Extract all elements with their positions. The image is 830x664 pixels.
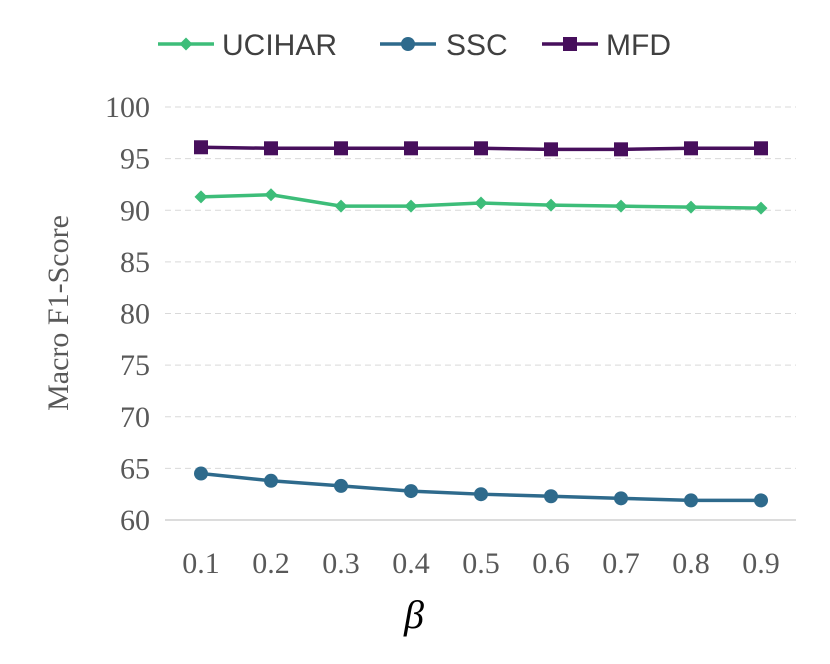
data-point-ssc — [404, 484, 418, 499]
legend-label-ssc: SSC — [446, 29, 508, 62]
data-point-ssc — [754, 493, 768, 508]
x-tick-label: 0.8 — [672, 547, 710, 580]
x-tick-label: 0.9 — [742, 547, 780, 580]
data-point-mfd — [684, 141, 698, 156]
data-point-mfd — [194, 140, 208, 155]
legend-marker-ucihar — [179, 37, 193, 51]
data-point-ucihar — [264, 188, 278, 202]
y-tick-label: 85 — [120, 246, 150, 279]
y-tick-label: 95 — [120, 143, 150, 176]
data-point-ssc — [474, 487, 488, 502]
legend-item-ucihar: UCIHAR — [158, 29, 337, 62]
data-point-ucihar — [474, 196, 488, 210]
data-point-ssc — [684, 493, 698, 508]
y-tick-label: 80 — [120, 298, 150, 331]
x-axis-ticks: 0.1 0.2 0.3 0.4 0.5 0.6 0.7 0.8 0.9 — [182, 547, 780, 580]
data-point-mfd — [404, 141, 418, 156]
y-axis-ticks: 60 65 70 75 80 85 90 95 100 — [105, 91, 150, 537]
y-tick-label: 75 — [120, 349, 150, 382]
data-point-ucihar — [404, 199, 418, 213]
gridlines — [165, 106, 796, 469]
series-ssc — [194, 466, 768, 508]
data-point-ucihar — [684, 200, 698, 214]
data-point-ucihar — [334, 199, 348, 213]
data-point-ucihar — [544, 198, 558, 212]
data-point-ucihar — [194, 190, 208, 204]
x-tick-label: 0.3 — [322, 547, 360, 580]
x-axis-title: β — [403, 592, 424, 637]
legend-marker-mfd — [563, 37, 577, 51]
x-tick-label: 0.5 — [462, 547, 500, 580]
x-tick-label: 0.2 — [252, 547, 290, 580]
legend-item-ssc: SSC — [380, 29, 508, 62]
x-tick-label: 0.1 — [182, 547, 220, 580]
legend-label-mfd: MFD — [606, 29, 671, 62]
y-axis-title: Macro F1-Score — [42, 215, 75, 411]
legend: UCIHAR SSC MFD — [158, 29, 671, 62]
series-group — [194, 140, 768, 508]
y-tick-label: 70 — [120, 401, 150, 434]
data-point-mfd — [614, 142, 628, 157]
x-tick-label: 0.7 — [602, 547, 640, 580]
legend-marker-ssc — [401, 37, 415, 51]
data-point-mfd — [544, 142, 558, 157]
series-ucihar — [194, 188, 768, 215]
data-point-mfd — [474, 141, 488, 156]
data-point-ssc — [194, 466, 208, 481]
legend-label-ucihar: UCIHAR — [222, 29, 337, 62]
data-point-mfd — [264, 141, 278, 156]
data-point-ssc — [544, 489, 558, 504]
x-tick-label: 0.6 — [532, 547, 570, 580]
x-tick-label: 0.4 — [392, 547, 430, 580]
data-point-ssc — [264, 473, 278, 488]
y-tick-label: 90 — [120, 194, 150, 227]
data-point-ucihar — [754, 201, 768, 215]
data-point-ssc — [614, 491, 628, 506]
y-tick-label: 65 — [120, 452, 150, 485]
y-tick-label: 60 — [120, 504, 150, 537]
data-point-mfd — [334, 141, 348, 156]
data-point-mfd — [754, 141, 768, 156]
data-point-ssc — [334, 478, 348, 493]
y-tick-label: 100 — [105, 91, 150, 124]
data-point-ucihar — [614, 199, 628, 213]
series-mfd — [194, 140, 768, 157]
legend-item-mfd: MFD — [542, 29, 671, 62]
